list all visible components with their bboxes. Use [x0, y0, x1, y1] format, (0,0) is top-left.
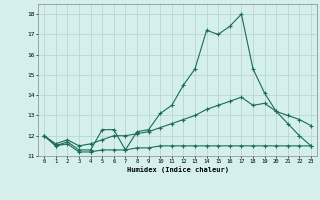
X-axis label: Humidex (Indice chaleur): Humidex (Indice chaleur): [127, 166, 228, 173]
